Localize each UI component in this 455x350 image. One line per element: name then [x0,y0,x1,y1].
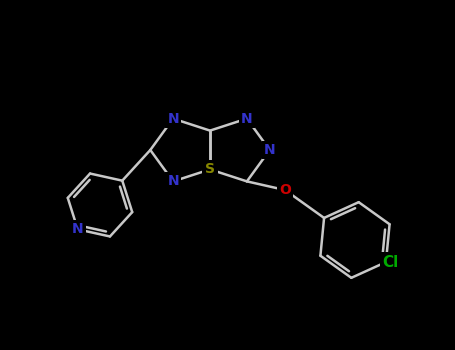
Text: N: N [167,174,179,188]
Text: N: N [72,222,84,236]
Text: N: N [241,112,253,126]
Text: S: S [205,162,215,176]
Text: O: O [279,183,291,197]
Text: N: N [204,162,216,176]
Text: Cl: Cl [382,254,398,270]
Text: N: N [264,143,276,157]
Text: N: N [167,112,179,126]
